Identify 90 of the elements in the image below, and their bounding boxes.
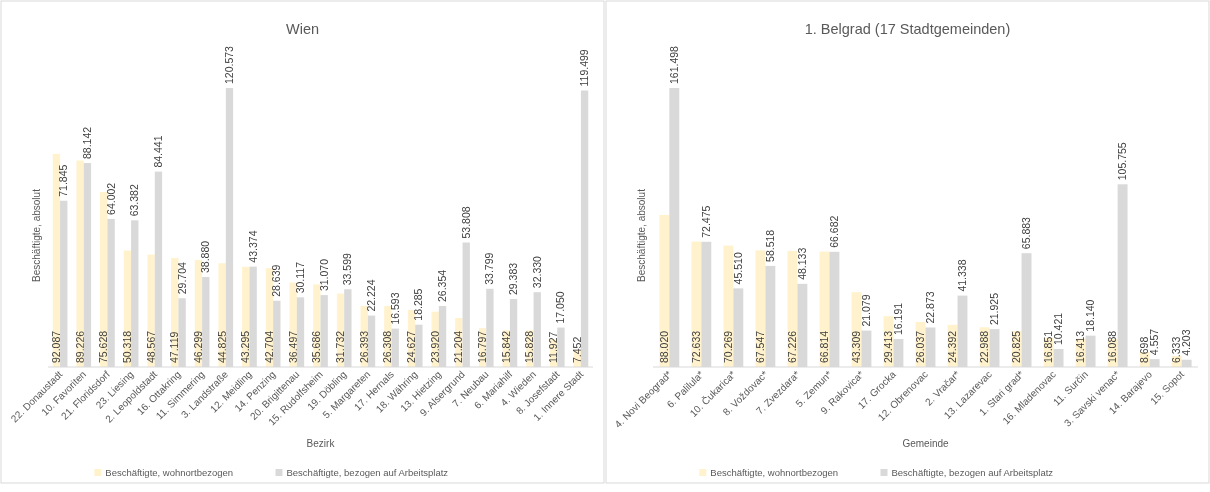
data-label: 31.732: [334, 330, 347, 363]
data-label: 18.140: [1084, 299, 1097, 332]
data-label: 88.020: [657, 330, 670, 363]
bar: [147, 254, 155, 367]
data-label: 16.593: [388, 292, 401, 325]
data-label: 26.308: [381, 330, 394, 363]
data-label: 84.441: [151, 135, 164, 168]
data-label: 21.925: [988, 292, 1001, 326]
x-axis-title: Bezirk: [306, 438, 336, 449]
data-label: 15.842: [499, 330, 512, 363]
data-label: 65.883: [1020, 216, 1033, 250]
data-label: 63.382: [128, 184, 141, 217]
data-label: 16.413: [1074, 330, 1087, 363]
data-label: 22.873: [923, 291, 936, 324]
data-label: 64.002: [104, 182, 117, 215]
data-label: 26.354: [436, 269, 449, 303]
data-label: 22.224: [365, 279, 378, 312]
bar: [76, 160, 84, 367]
chart-title: 1. Belgrad (17 Stadtgemeinden): [804, 21, 1011, 37]
legend-label: Beschäftigte, wohnortbezogen: [710, 467, 839, 478]
data-label: 16.851: [1042, 330, 1055, 363]
data-label: 72.633: [689, 330, 702, 363]
data-label: 89.226: [73, 330, 86, 363]
data-label: 21.204: [452, 330, 465, 363]
data-label: 10.421: [1052, 312, 1065, 345]
data-label: 47.119: [168, 331, 181, 363]
data-label: 66.682: [827, 215, 840, 248]
data-label: 105.755: [1116, 142, 1129, 181]
data-label: 67.547: [753, 330, 766, 363]
data-label: 35.686: [310, 330, 323, 363]
data-label: 17.050: [554, 291, 567, 324]
data-label: 50.318: [120, 330, 133, 363]
data-label: 44.825: [215, 330, 228, 363]
data-label: 24.392: [946, 330, 959, 363]
data-label: 66.814: [817, 330, 830, 363]
data-label: 43.374: [246, 230, 259, 263]
data-label: 20.825: [1010, 330, 1023, 363]
data-label: 29.383: [507, 262, 520, 296]
data-label: 70.269: [721, 330, 734, 363]
data-label: 120.573: [222, 45, 235, 84]
data-label: 53.808: [459, 206, 472, 239]
data-label: 18.285: [412, 288, 425, 321]
data-label: 72.475: [699, 205, 712, 238]
data-label: 42.704: [262, 330, 275, 363]
y-axis-title: Beschäftigte, absolut: [636, 188, 647, 282]
data-label: 7.452: [570, 336, 583, 363]
data-label: 4.557: [1148, 328, 1161, 356]
data-label: 58.518: [763, 229, 776, 262]
data-label: 67.226: [785, 330, 798, 363]
data-label: 30.117: [293, 261, 306, 294]
data-label: 21.079: [859, 294, 872, 327]
legend-label: Beschäftigte, bezogen auf Arbeitsplatz: [891, 467, 1054, 478]
data-label: 16.088: [1106, 330, 1119, 363]
data-label: 26.393: [357, 330, 370, 363]
data-label: 15.828: [523, 330, 536, 363]
data-label: 46.299: [191, 330, 204, 363]
legend-label: Beschäftigte, bezogen auf Arbeitsplatz: [286, 467, 449, 478]
data-label: 11.927: [547, 331, 560, 363]
data-label: 28.639: [270, 264, 283, 297]
data-label: 161.498: [667, 45, 680, 84]
data-label: 41.338: [955, 259, 968, 292]
data-label: 119.499: [578, 49, 591, 87]
data-label: 33.599: [341, 252, 354, 286]
y-axis-title: Beschäftigte, absolut: [31, 188, 42, 282]
data-label: 48.133: [795, 247, 808, 280]
data-label: 16.797: [476, 330, 489, 363]
data-label: 36.497: [286, 330, 299, 363]
data-label: 23.920: [428, 330, 441, 363]
data-label: 75.628: [97, 330, 110, 363]
chart-title: Wien: [285, 21, 320, 37]
data-label: 22.988: [978, 330, 991, 363]
legend-label: Beschäftigte, wohnortbezogen: [105, 467, 234, 478]
data-label: 8.698: [1138, 336, 1151, 363]
data-label: 38.880: [199, 240, 212, 274]
data-label: 31.070: [317, 258, 330, 292]
data-label: 92.087: [49, 330, 62, 363]
data-label: 43.295: [239, 330, 252, 363]
data-label: 26.037: [914, 330, 927, 363]
data-label: 4.203: [1180, 329, 1193, 356]
data-label: 48.567: [144, 330, 157, 363]
data-label: 43.309: [849, 330, 862, 363]
data-label: 88.142: [80, 126, 93, 160]
data-label: 32.330: [530, 255, 543, 289]
data-label: 29.704: [175, 261, 188, 295]
data-label: 45.510: [731, 252, 744, 285]
x-axis-title: Gemeinde: [902, 438, 950, 449]
data-label: 71.845: [57, 164, 70, 197]
data-label: 6.333: [1170, 336, 1183, 363]
data-label: 33.799: [483, 252, 496, 285]
data-label: 24.627: [405, 330, 418, 363]
